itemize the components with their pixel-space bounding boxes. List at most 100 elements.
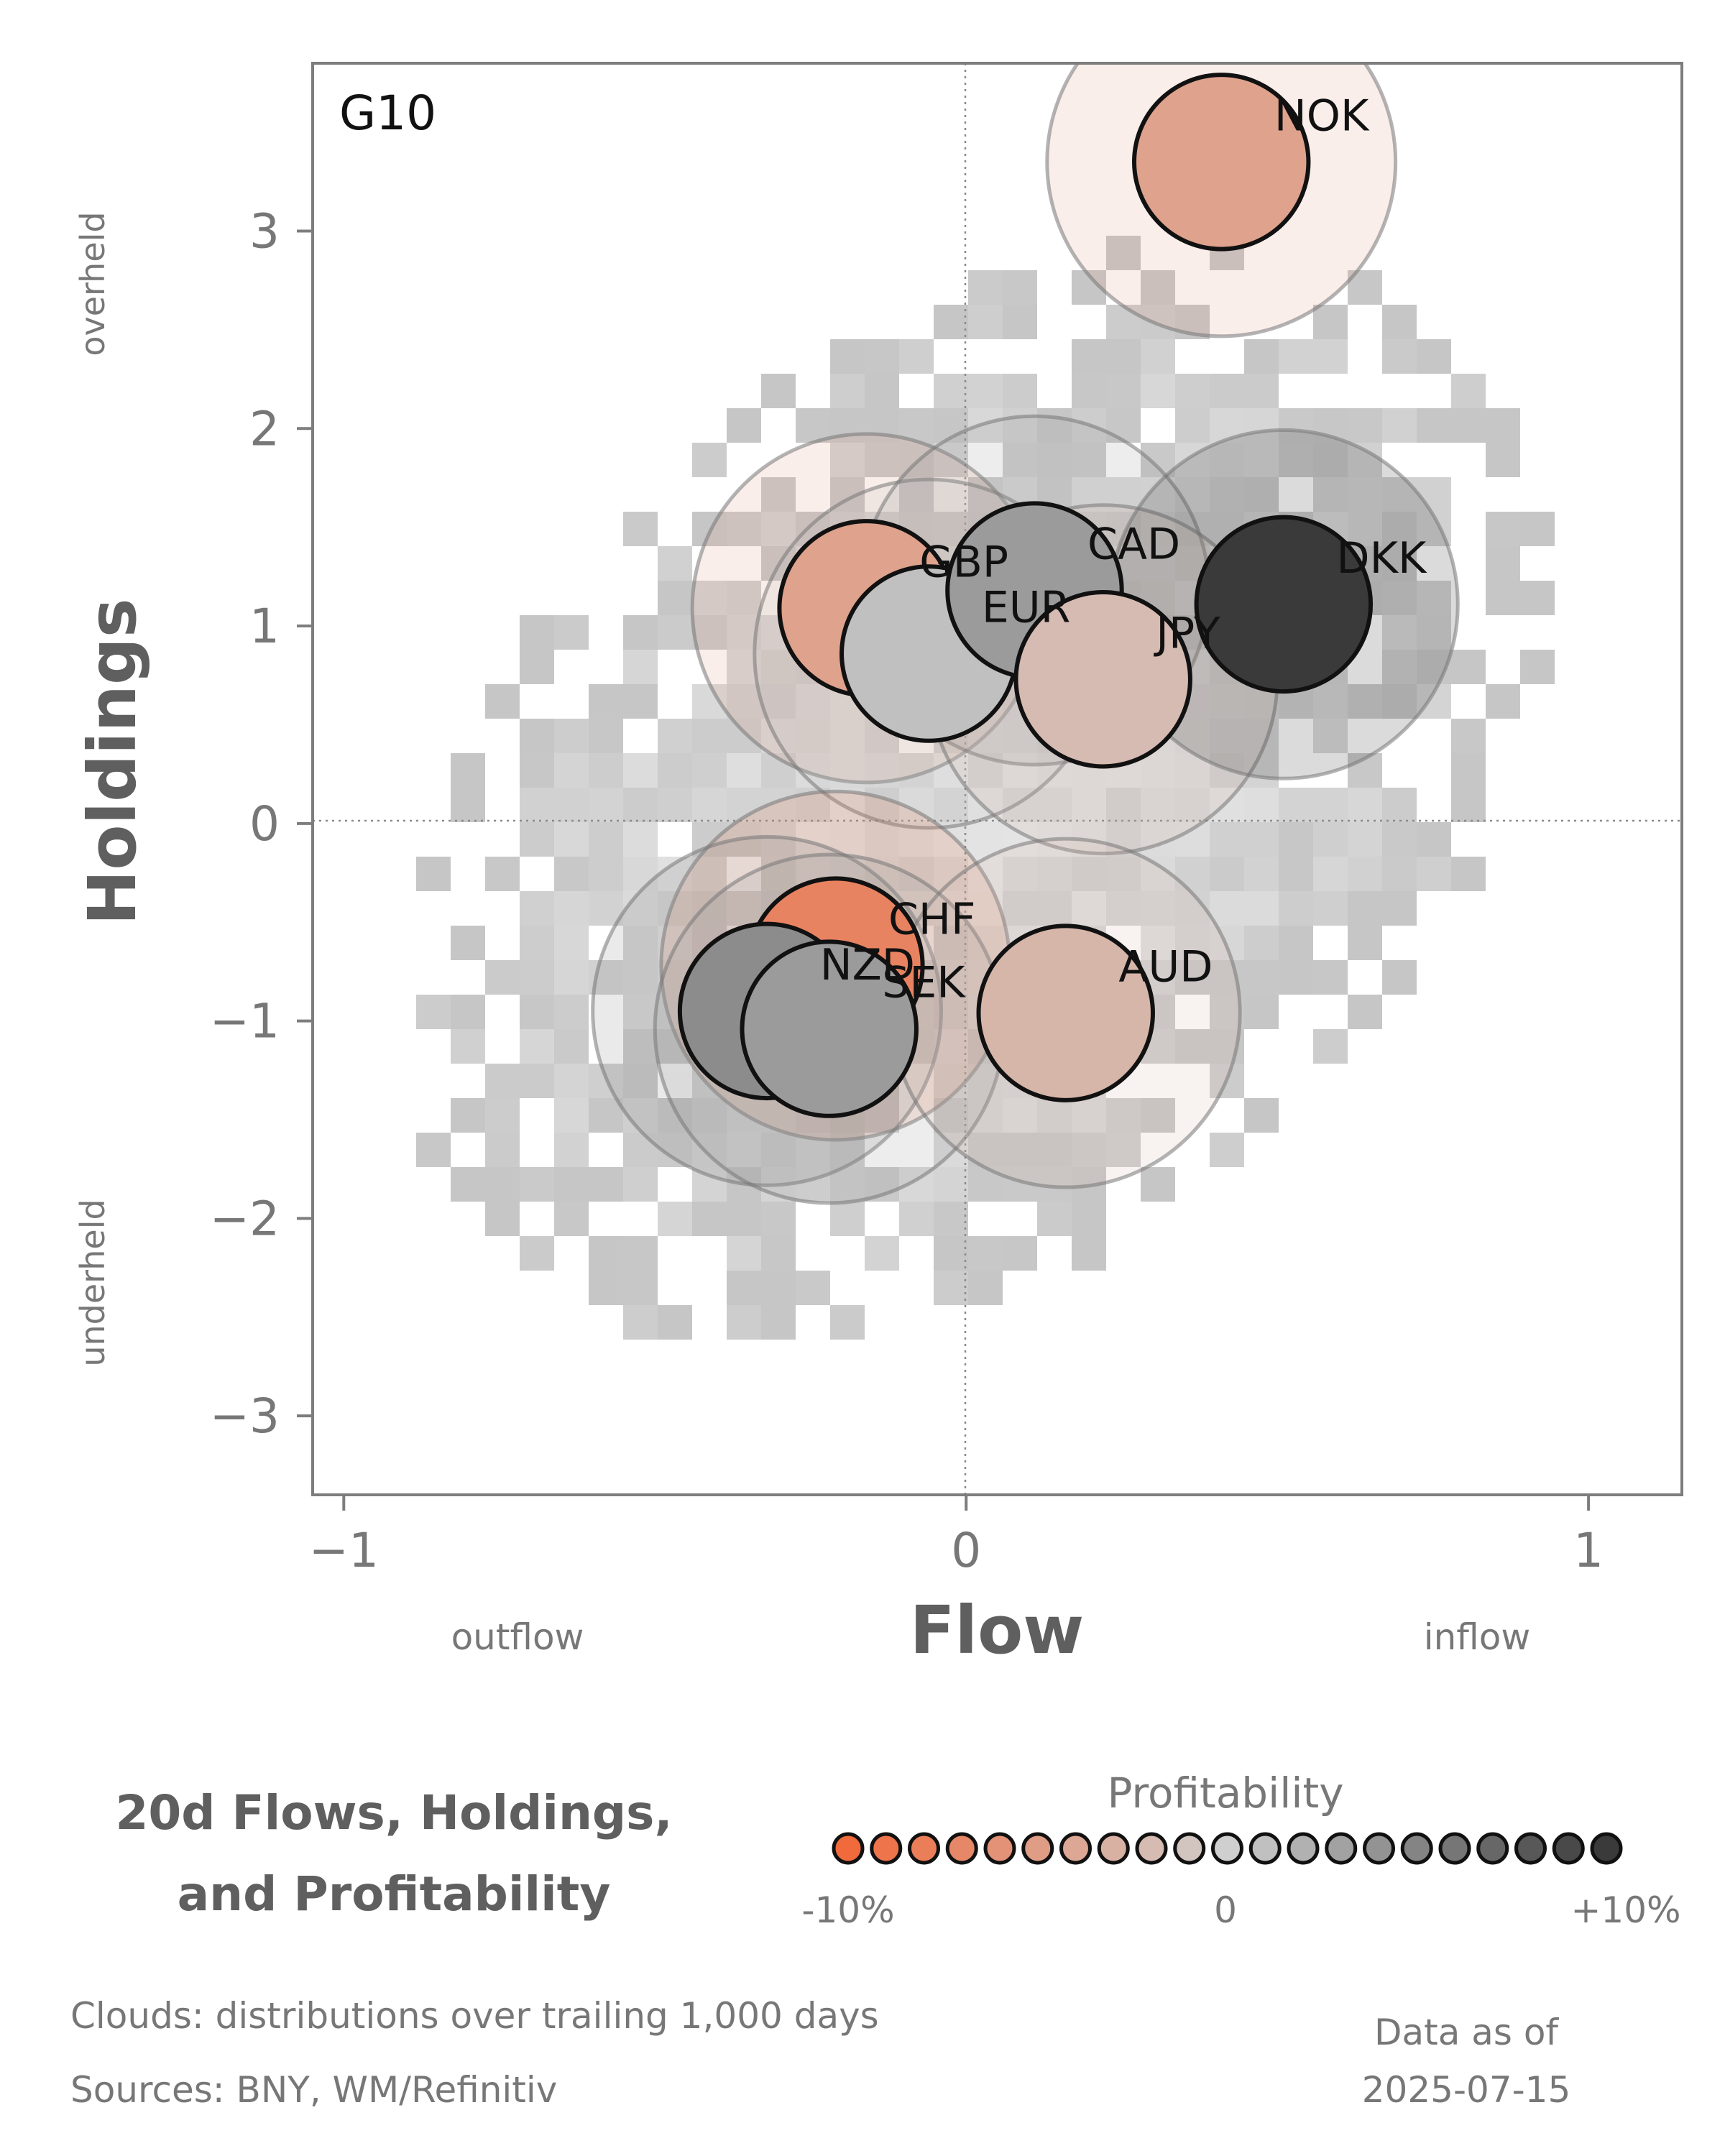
cloud-cell	[761, 1202, 796, 1236]
point-aud	[976, 923, 1155, 1102]
cloud-cell	[761, 512, 796, 546]
cloud-cell	[520, 719, 554, 753]
cloud-cell	[934, 1167, 968, 1202]
cloud-cell	[1486, 546, 1520, 581]
cloud-cell	[1451, 374, 1486, 408]
cloud-cell	[1382, 857, 1417, 891]
cloud-cell	[1003, 1133, 1037, 1167]
cloud-cell	[934, 788, 968, 822]
cloud-cell	[968, 1236, 1003, 1271]
cloud-cell	[1417, 857, 1451, 891]
cloud-cell	[796, 719, 830, 753]
cloud-cell	[554, 995, 589, 1029]
cloud-cell	[1210, 891, 1244, 926]
cloud-cell	[1382, 960, 1417, 995]
label-jpy: JPY	[1153, 608, 1220, 658]
cloud-cell	[554, 822, 589, 857]
cloud-cell	[1003, 857, 1037, 891]
cloud-cell	[589, 1271, 623, 1305]
cloud-cell	[1072, 1202, 1106, 1236]
cloud-cell	[1106, 1098, 1141, 1133]
cloud-cell	[761, 719, 796, 753]
cloud-cell	[1072, 1236, 1106, 1271]
cloud-cell	[1106, 236, 1141, 270]
cloud-cell	[727, 1271, 761, 1305]
cloud-cell	[554, 1064, 589, 1098]
cloud-cell	[1244, 339, 1279, 374]
cloud-cell	[589, 1236, 623, 1271]
cloud-cell	[554, 926, 589, 960]
cloud-cell	[692, 753, 727, 788]
cloud-cell	[1244, 1098, 1279, 1133]
as-of-label: Data as of	[1374, 2012, 1559, 2053]
cloud-cell	[727, 1305, 761, 1340]
cloud-cell	[485, 1202, 520, 1236]
cloud-cell	[1244, 477, 1279, 512]
colorbar-swatch	[1021, 1832, 1054, 1865]
label-sek: SEK	[882, 958, 966, 1008]
cloud-cell	[1417, 615, 1451, 650]
cloud-cell	[1003, 443, 1037, 477]
cloud-cell	[1348, 995, 1382, 1029]
cloud-cell	[520, 615, 554, 650]
cloud-cell	[1141, 374, 1175, 408]
cloud-cell	[520, 1236, 554, 1271]
colorbar-swatch	[1590, 1832, 1623, 1865]
colorbar	[832, 1832, 1623, 1865]
cloud-cell	[1244, 857, 1279, 891]
cloud-cell	[1279, 891, 1313, 926]
y-tick-label: −3	[210, 1388, 280, 1444]
cloud-cell	[761, 650, 796, 684]
cloud-cell	[1106, 305, 1141, 339]
cloud-cell	[1313, 960, 1348, 995]
cloud-cell	[1106, 374, 1141, 408]
cloud-cell	[1279, 822, 1313, 857]
cloud-cell	[623, 1167, 658, 1202]
cloud-cell	[1210, 443, 1244, 477]
cloud-cell	[1003, 305, 1037, 339]
y-annotation-overheld: overheld	[73, 211, 112, 356]
cloud-cell	[451, 788, 485, 822]
cloud-cell	[554, 1133, 589, 1167]
cloud-cell	[1279, 339, 1313, 374]
cloud-cell	[934, 1133, 968, 1167]
cloud-cell	[1141, 1167, 1175, 1202]
cloud-cell	[1106, 408, 1141, 443]
cloud-cell	[1072, 339, 1106, 374]
colorbar-label-low: -10%	[801, 1889, 894, 1931]
cloud-cell	[554, 1167, 589, 1202]
currency-points	[677, 73, 1374, 1118]
cloud-cell	[761, 1133, 796, 1167]
cloud-cell	[623, 995, 658, 1029]
y-tick-label: −2	[210, 1191, 280, 1246]
cloud-cell	[968, 374, 1003, 408]
cloud-cell	[1003, 891, 1037, 926]
cloud-cell	[1313, 339, 1348, 374]
cloud-cell	[1382, 788, 1417, 822]
cloud-cell	[451, 926, 485, 960]
panel-label: G10	[339, 86, 436, 141]
cloud-cell	[1417, 581, 1451, 615]
colorbar-swatch	[1173, 1832, 1206, 1865]
cloud-cell	[623, 857, 658, 891]
cloud-cell	[1417, 477, 1451, 512]
cloud-cell	[830, 719, 865, 753]
cloud-cell	[934, 374, 968, 408]
cloud-cell	[727, 581, 761, 615]
cloud-cell	[692, 1202, 727, 1236]
cloud-cell	[658, 788, 692, 822]
colorbar-label-mid: 0	[1214, 1889, 1237, 1931]
cloud-cell	[899, 1202, 934, 1236]
cloud-cell	[830, 374, 865, 408]
label-nzd: NZD	[820, 940, 915, 990]
cloud-cell	[1210, 719, 1244, 753]
cloud-cell	[761, 477, 796, 512]
y-axis-title: Holdings	[74, 598, 151, 925]
cloud-cell	[1106, 857, 1141, 891]
cloud-cell	[1037, 1098, 1072, 1133]
cloud-cell	[1382, 512, 1417, 546]
cloud-cell	[589, 684, 623, 719]
cloud-cell	[865, 339, 899, 374]
cloud-cell	[1141, 788, 1175, 822]
